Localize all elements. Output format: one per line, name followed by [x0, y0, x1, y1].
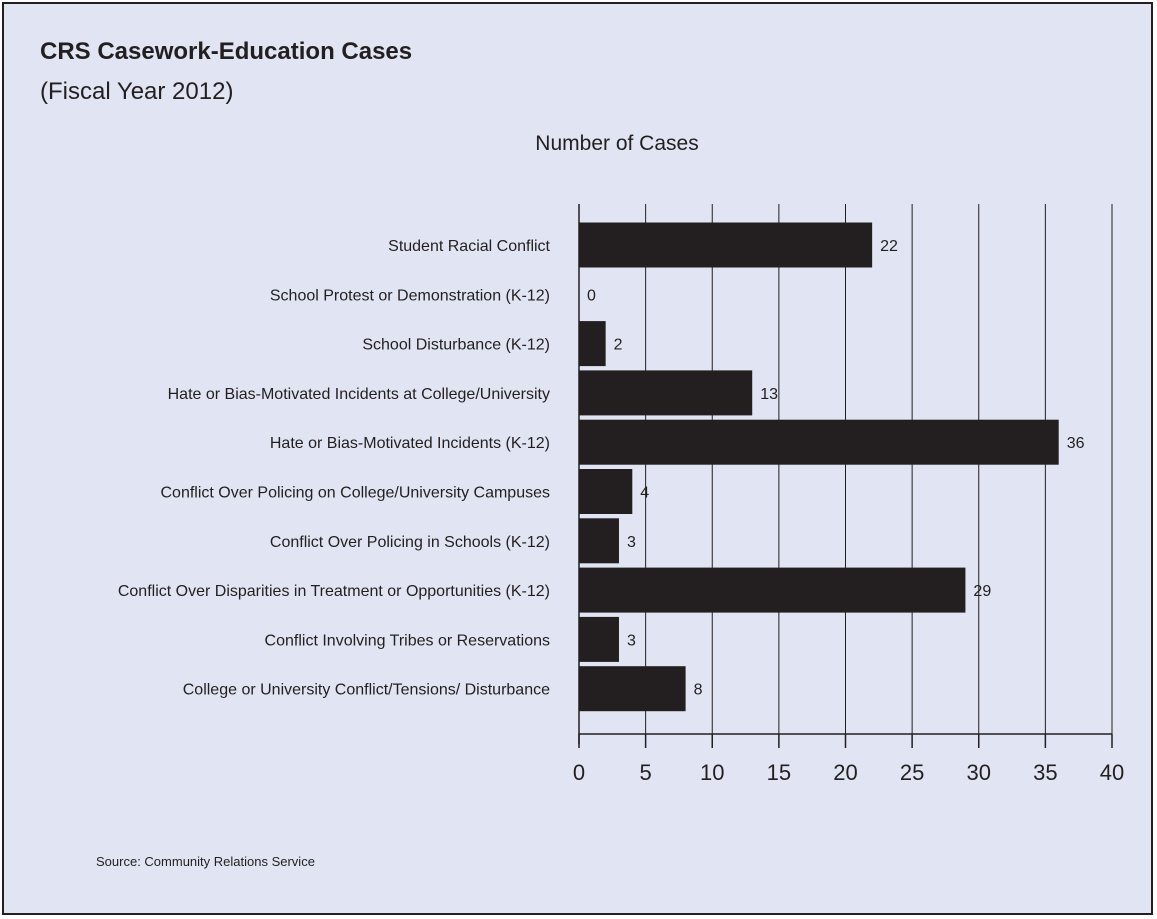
data-label: 22 [880, 238, 898, 255]
category-label: Conflict Over Disparities in Treatment o… [118, 583, 550, 600]
bar [579, 419, 1059, 465]
x-tick-label: 0 [573, 760, 585, 785]
data-label: 3 [627, 534, 636, 551]
bar [579, 321, 606, 367]
x-tick-label: 35 [1033, 760, 1057, 785]
category-label: School Disturbance (K-12) [362, 337, 550, 354]
x-tick-label: 15 [767, 760, 791, 785]
bar [579, 222, 873, 268]
x-tick-label: 10 [700, 760, 724, 785]
x-tick-label: 5 [640, 760, 652, 785]
data-label: 2 [614, 337, 623, 354]
data-label: 36 [1067, 435, 1085, 452]
category-label: Conflict Involving Tribes or Reservation… [265, 632, 550, 649]
source-note: Source: Community Relations Service [96, 854, 315, 869]
data-label: 4 [640, 485, 649, 502]
category-label: Hate or Bias-Motivated Incidents (K-12) [270, 435, 550, 452]
category-label: Student Racial Conflict [388, 238, 550, 255]
category-label: Conflict Over Policing in Schools (K-12) [270, 534, 550, 551]
category-label: College or University Conflict/Tensions/… [183, 682, 550, 699]
data-label: 3 [627, 632, 636, 649]
bar [579, 616, 619, 662]
bar [579, 666, 686, 712]
x-tick-label: 20 [833, 760, 857, 785]
chart-title: CRS Casework-Education Cases [40, 38, 413, 65]
bar [579, 370, 753, 416]
x-tick-label: 40 [1100, 760, 1124, 785]
x-tick-label: 25 [900, 760, 924, 785]
category-label: Conflict Over Policing on College/Univer… [161, 485, 551, 502]
chart-subtitle: (Fiscal Year 2012) [40, 78, 234, 105]
bar [579, 469, 633, 514]
data-label: 0 [587, 287, 596, 304]
bar [579, 567, 966, 613]
data-label: 8 [694, 682, 703, 699]
data-label: 29 [973, 583, 991, 600]
bar [579, 518, 619, 564]
category-label: Hate or Bias-Motivated Incidents at Coll… [168, 386, 550, 403]
category-label: School Protest or Demonstration (K-12) [270, 287, 550, 304]
x-axis-label: Number of Cases [535, 132, 698, 155]
x-tick-label: 30 [967, 760, 991, 785]
data-label: 13 [760, 386, 778, 403]
